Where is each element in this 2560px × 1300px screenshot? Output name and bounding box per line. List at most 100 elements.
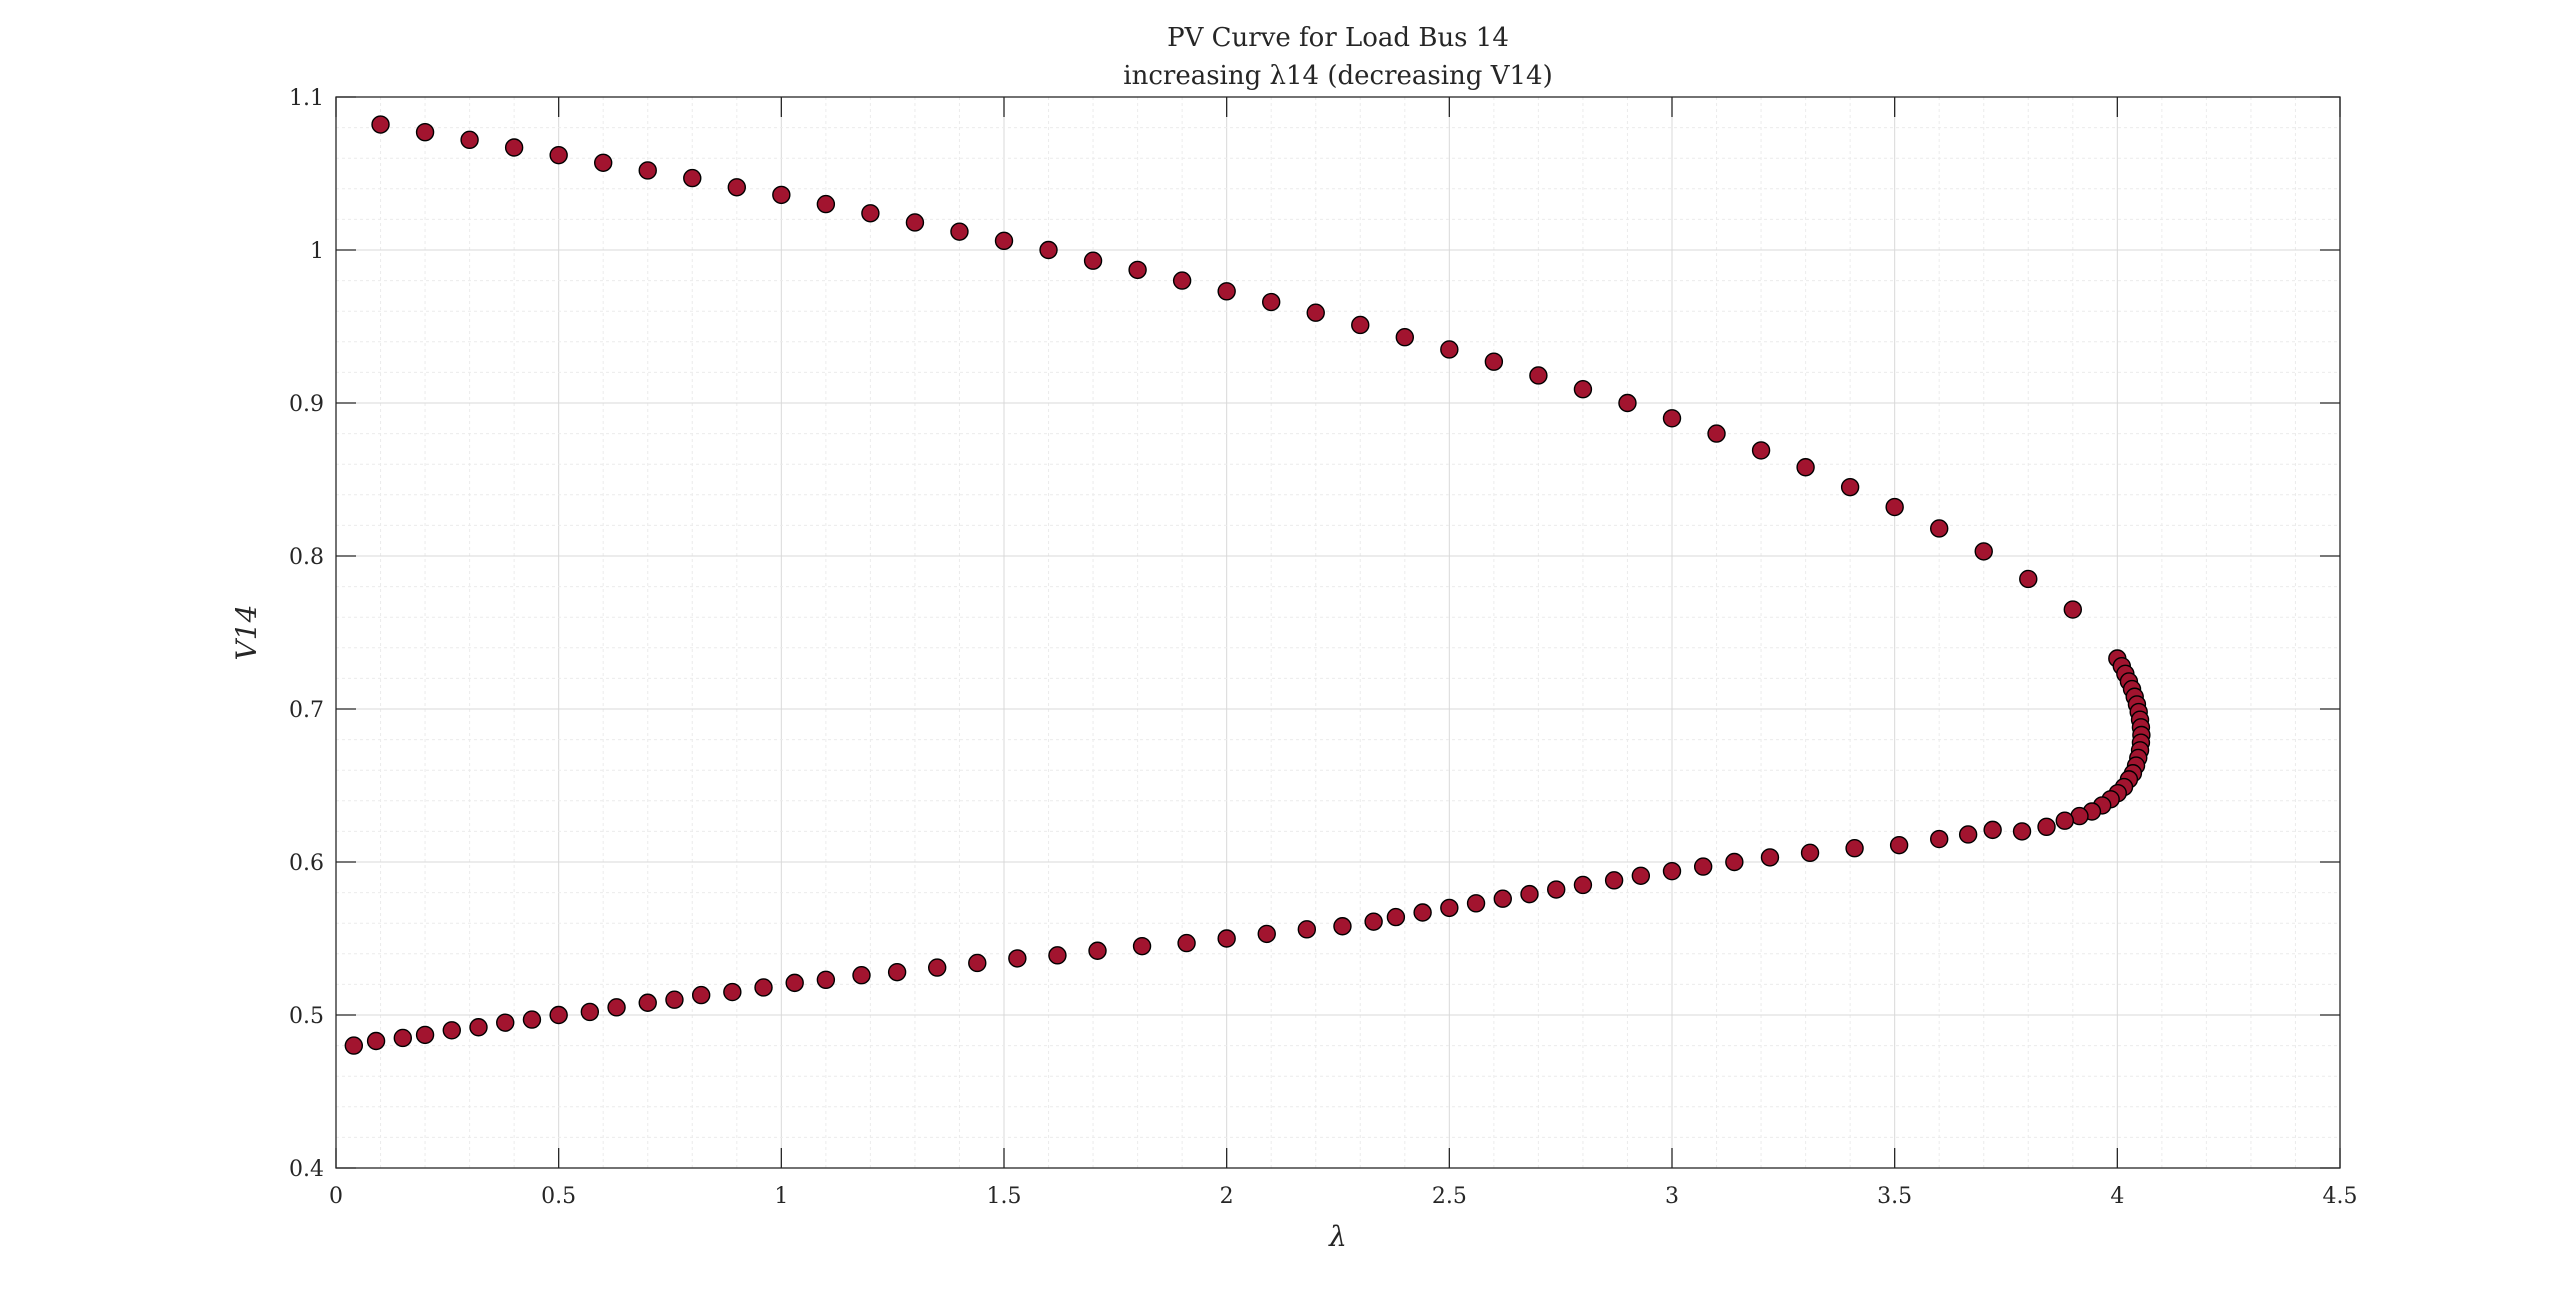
data-point <box>1929 829 1949 849</box>
data-point <box>1177 933 1196 953</box>
data-point <box>772 185 791 205</box>
data-point <box>1725 852 1744 872</box>
data-point <box>594 153 613 172</box>
data-point <box>1840 477 1860 497</box>
data-point <box>1618 393 1637 413</box>
data-point <box>469 1018 488 1037</box>
data-point <box>1974 542 1993 561</box>
data-point <box>1048 946 1067 965</box>
data-point <box>1547 880 1566 899</box>
data-point <box>887 962 907 982</box>
data-point <box>723 982 742 1002</box>
y-tick-label: 0.5 <box>289 1004 324 1029</box>
data-point <box>344 1036 364 1055</box>
data-point <box>905 213 925 232</box>
data-point <box>1395 328 1415 347</box>
tick-marks: 0 0.5 1 1.5 2 2.5 3 3.5 4 4.5 0.4 0.5 0.6 0.7 0.8 0.9 1 1… <box>289 86 2358 1209</box>
x-tick-label: 3.5 <box>1877 1184 1912 1209</box>
data-point <box>816 194 836 214</box>
data-point <box>504 138 524 157</box>
data-point <box>994 231 1014 251</box>
data-point <box>1958 825 1978 844</box>
data-point <box>1466 894 1486 913</box>
x-axis-label: λ <box>1328 1220 1347 1253</box>
data-point <box>442 1021 461 1040</box>
data-point <box>415 1025 435 1045</box>
data-point <box>1083 251 1103 270</box>
data-point <box>1257 924 1276 944</box>
x-tick-label: 3 <box>1665 1184 1679 1209</box>
data-point <box>1132 936 1152 956</box>
data-point <box>638 161 657 180</box>
data-point <box>754 978 773 997</box>
data-point <box>1172 271 1192 290</box>
data-point <box>371 115 390 134</box>
data-point <box>1631 866 1651 885</box>
chart-title: PV Curve for Load Bus 14 <box>1167 23 1509 53</box>
data-point <box>1751 441 1771 460</box>
x-tick-label: 4 <box>2110 1184 2124 1209</box>
chart-subtitle: increasing λ14 (decreasing V14) <box>1123 61 1552 91</box>
data-point <box>1573 380 1593 399</box>
data-point <box>638 993 657 1012</box>
data-point <box>1885 497 1904 517</box>
y-tick-label: 0.7 <box>289 698 324 723</box>
data-point <box>1983 820 2002 840</box>
data-point <box>1845 839 1864 858</box>
data-point <box>2019 569 2038 589</box>
x-tick-label: 1.5 <box>987 1184 1022 1209</box>
data-point <box>1760 848 1780 867</box>
y-tick-label: 0.4 <box>289 1157 324 1182</box>
data-point <box>785 973 804 993</box>
data-point <box>1707 424 1726 443</box>
data-point <box>1796 458 1815 477</box>
y-tick-label: 0.9 <box>289 392 324 417</box>
data-point <box>415 122 435 142</box>
data-point <box>607 998 626 1017</box>
data-point <box>1604 871 1624 890</box>
data-point <box>1693 857 1713 876</box>
data-point <box>549 145 568 165</box>
x-tick-label: 1 <box>774 1184 788 1209</box>
data-point <box>1297 920 1317 939</box>
data-point <box>861 204 880 223</box>
data-point <box>1493 889 1512 908</box>
data-point <box>1128 260 1147 280</box>
data-point <box>1008 949 1027 968</box>
data-point <box>1484 352 1504 371</box>
y-tick-label: 1 <box>310 239 324 264</box>
data-point <box>1413 903 1432 922</box>
data-point <box>1306 303 1325 322</box>
data-point <box>665 990 684 1009</box>
x-tick-label: 0 <box>329 1184 343 1209</box>
data-point <box>683 168 702 188</box>
data-point <box>968 953 987 973</box>
data-point <box>1929 519 1949 538</box>
data-point <box>1889 835 1909 855</box>
y-tick-label: 0.6 <box>289 851 324 876</box>
x-tick-label: 2.5 <box>1432 1184 1467 1209</box>
data-point <box>691 985 711 1005</box>
data-point <box>1261 292 1281 312</box>
y-axis-label: V14 <box>230 605 263 661</box>
data-points <box>344 115 2151 1055</box>
data-point <box>1351 315 1370 335</box>
y-tick-label: 0.8 <box>289 545 324 570</box>
data-point <box>496 1013 515 1032</box>
data-point <box>460 130 479 150</box>
data-point <box>580 1002 600 1022</box>
data-point <box>1217 929 1236 948</box>
data-point <box>1520 884 1539 904</box>
data-point <box>522 1010 542 1029</box>
data-point <box>928 958 947 977</box>
data-point <box>1440 340 1459 359</box>
y-tick-label: 1.1 <box>289 86 324 111</box>
data-point <box>393 1028 412 1048</box>
data-point <box>1364 912 1383 931</box>
data-point <box>727 178 746 197</box>
data-point <box>1333 917 1352 936</box>
data-point <box>1529 366 1548 385</box>
x-tick-label: 0.5 <box>541 1184 576 1209</box>
